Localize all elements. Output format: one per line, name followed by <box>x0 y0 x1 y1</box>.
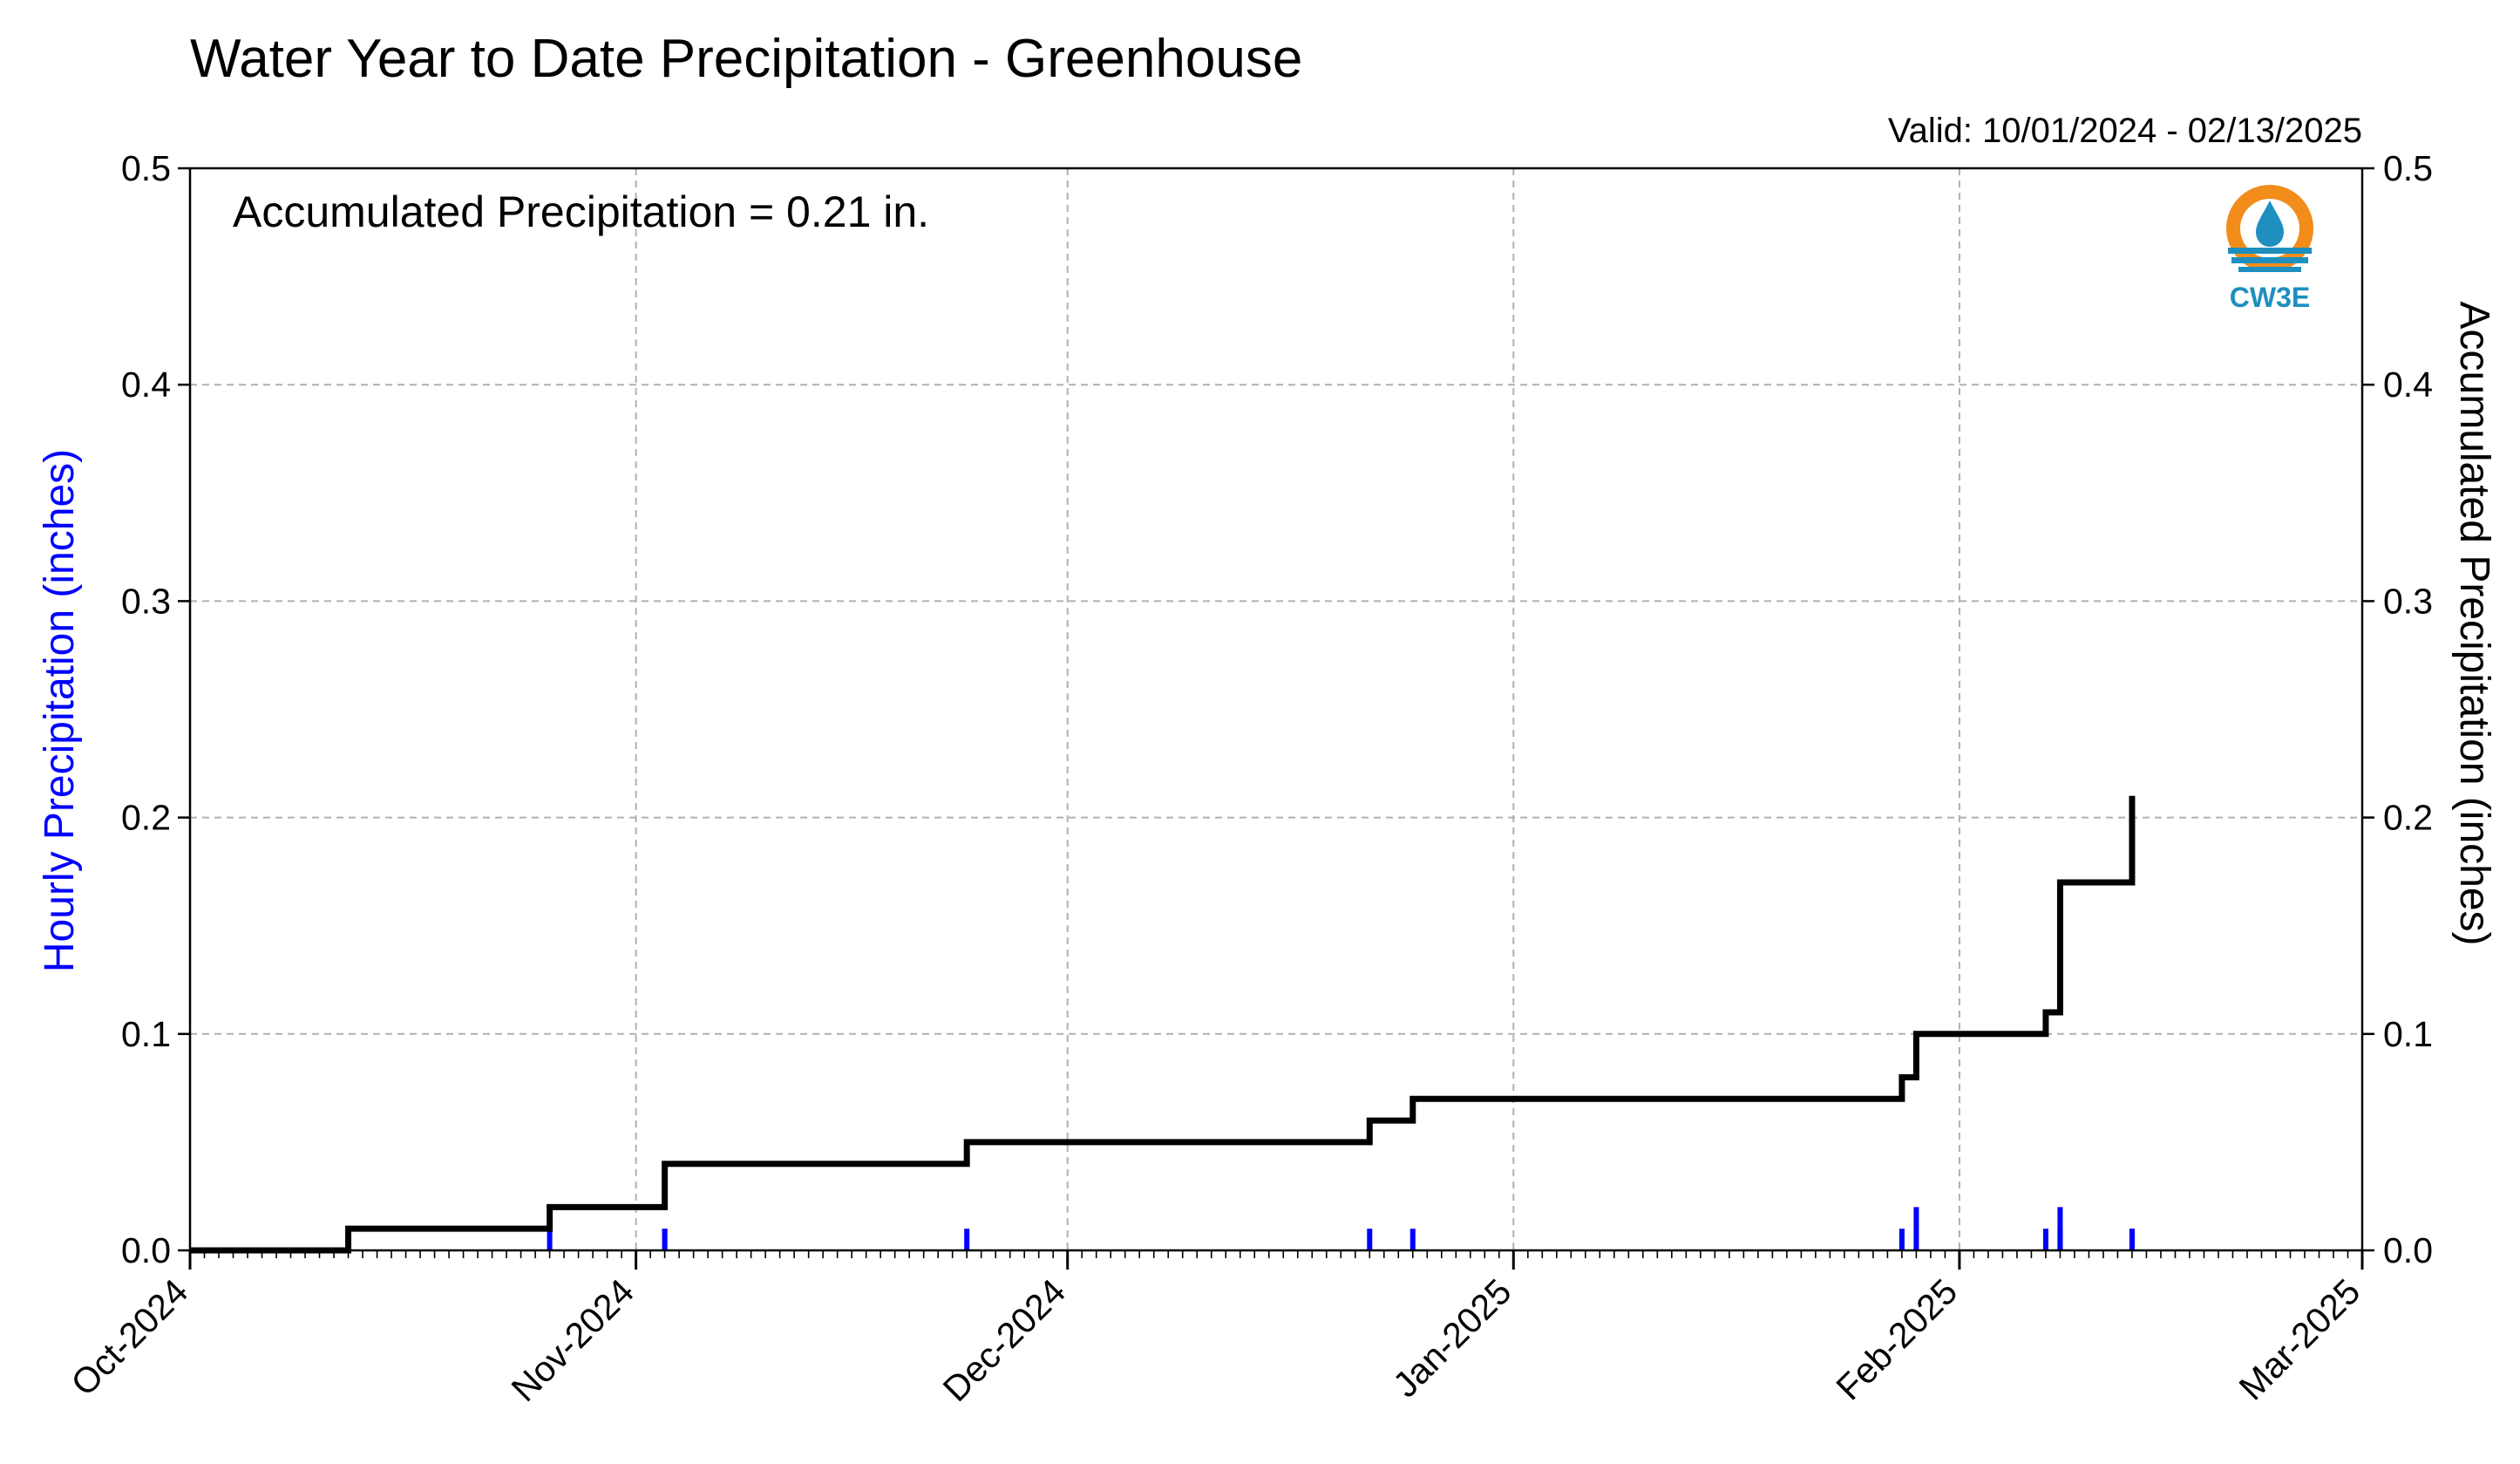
chart-title: Water Year to Date Precipitation - Green… <box>190 29 1302 89</box>
logo-wave-1 <box>2228 248 2312 254</box>
accumulated-line <box>190 795 2136 1254</box>
y-tick-label-right: 0.3 <box>2383 581 2433 621</box>
hourly-bar <box>1367 1229 1373 1250</box>
y-axis-label-left: Hourly Precipitation (inches) <box>37 449 83 972</box>
axis-ticks <box>178 167 2374 1270</box>
logo-wave-2 <box>2231 257 2308 263</box>
droplet-icon <box>2256 201 2284 247</box>
y-tick-label-right: 0.1 <box>2383 1014 2433 1054</box>
cw3e-logo: CW3E <box>2226 185 2313 313</box>
x-tick-label: Oct-2024 <box>64 1271 196 1404</box>
hourly-bars <box>345 1207 2135 1250</box>
x-tick-label: Feb-2025 <box>1829 1271 1966 1408</box>
y-tick-label-left: 0.2 <box>121 798 171 838</box>
logo-text: CW3E <box>2230 282 2310 313</box>
grid-lines <box>190 168 2362 1250</box>
hourly-bar <box>2129 1229 2135 1250</box>
hourly-bar <box>547 1229 553 1250</box>
hourly-bar <box>1898 1229 1905 1250</box>
y-tick-label-left: 0.3 <box>121 581 171 621</box>
x-tick-label: Nov-2024 <box>504 1271 642 1409</box>
valid-range: Valid: 10/01/2024 - 02/13/2025 <box>1888 112 2362 150</box>
tick-labels: 0.0 0.0 0.1 0.1 0.2 0.2 0.3 0.3 0.4 0.4 0.5 0.5 Oct-… <box>64 148 2433 1409</box>
hourly-bar <box>1913 1207 1919 1250</box>
y-tick-label-right: 0.4 <box>2383 364 2433 405</box>
hourly-bar <box>964 1229 970 1250</box>
y-axis-label-right: Accumulated Precipitation (inches) <box>2451 301 2497 945</box>
y-tick-label-right: 0.5 <box>2383 148 2433 188</box>
hourly-bar <box>2042 1229 2048 1250</box>
x-tick-label: Mar-2025 <box>2231 1271 2368 1408</box>
y-tick-label-right: 0.0 <box>2383 1230 2433 1270</box>
accumulated-annotation: Accumulated Precipitation = 0.21 in. <box>233 187 929 236</box>
logo-wave-3 <box>2238 267 2301 272</box>
hourly-bar <box>2057 1207 2063 1250</box>
y-tick-label-left: 0.5 <box>121 148 171 188</box>
y-tick-label-left: 0.4 <box>121 364 171 405</box>
y-tick-label-left: 0.0 <box>121 1230 171 1270</box>
hourly-bar <box>1409 1229 1416 1250</box>
x-tick-label: Dec-2024 <box>935 1271 1073 1409</box>
hourly-bar <box>662 1229 668 1250</box>
y-tick-label-right: 0.2 <box>2383 798 2433 838</box>
plot-frame <box>188 167 2364 1252</box>
y-tick-label-left: 0.1 <box>121 1014 171 1054</box>
x-tick-label: Jan-2025 <box>1385 1271 1518 1405</box>
